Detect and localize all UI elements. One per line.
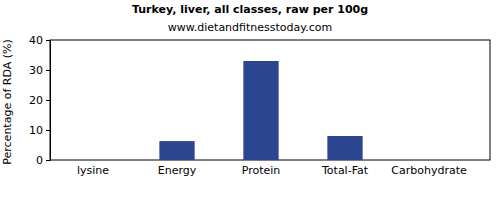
x-tick: Total-Fat bbox=[321, 164, 369, 177]
title: Turkey, liver, all classes, raw per 100g bbox=[132, 3, 368, 16]
y-tick-label: 10 bbox=[29, 124, 43, 137]
y-tick: 10 bbox=[29, 124, 50, 137]
x-tick: lysine bbox=[77, 164, 109, 177]
y-tick-mark bbox=[46, 40, 50, 41]
bar bbox=[243, 61, 278, 160]
y-tick-mark bbox=[46, 70, 50, 71]
x-axis: lysine Energy Protein Total-Fat Carbohydrate bbox=[77, 164, 467, 177]
y-tick: 0 bbox=[36, 154, 50, 167]
y-axis: 0 10 20 30 40 bbox=[29, 34, 51, 167]
y-tick-mark bbox=[46, 160, 50, 161]
plot-frame bbox=[50, 40, 490, 160]
bar bbox=[75, 160, 110, 161]
y-axis-title: Percentage of RDA (%) bbox=[1, 39, 14, 164]
bar bbox=[327, 136, 362, 160]
x-tick-label: Carbohydrate bbox=[391, 164, 467, 177]
x-tick-label: lysine bbox=[77, 164, 109, 177]
bar bbox=[159, 141, 194, 160]
y-tick-label: 20 bbox=[29, 94, 43, 107]
bars bbox=[159, 61, 362, 160]
y-tick-mark bbox=[46, 130, 50, 131]
y-axis-line bbox=[46, 41, 51, 161]
x-tick-label: Energy bbox=[158, 164, 197, 177]
x-tick-label: Total-Fat bbox=[321, 164, 369, 177]
subtitle: www.dietandfitnesstoday.com bbox=[168, 21, 332, 34]
x-tick: Protein bbox=[242, 164, 281, 177]
y-tick: 40 bbox=[29, 34, 50, 47]
chart: 0 10 20 30 40 lysine Energy Protein Total-Fat Car… bbox=[0, 0, 500, 200]
x-tick: Energy bbox=[158, 164, 197, 177]
x-tick-label: Protein bbox=[242, 164, 281, 177]
y-tick-mark bbox=[46, 100, 50, 101]
y-tick-label: 40 bbox=[29, 34, 43, 47]
x-tick: Carbohydrate bbox=[391, 164, 467, 177]
y-tick: 30 bbox=[29, 64, 50, 77]
y-tick-label: 30 bbox=[29, 64, 43, 77]
y-tick: 20 bbox=[29, 94, 50, 107]
bar bbox=[411, 160, 446, 161]
y-tick-label: 0 bbox=[36, 154, 43, 167]
